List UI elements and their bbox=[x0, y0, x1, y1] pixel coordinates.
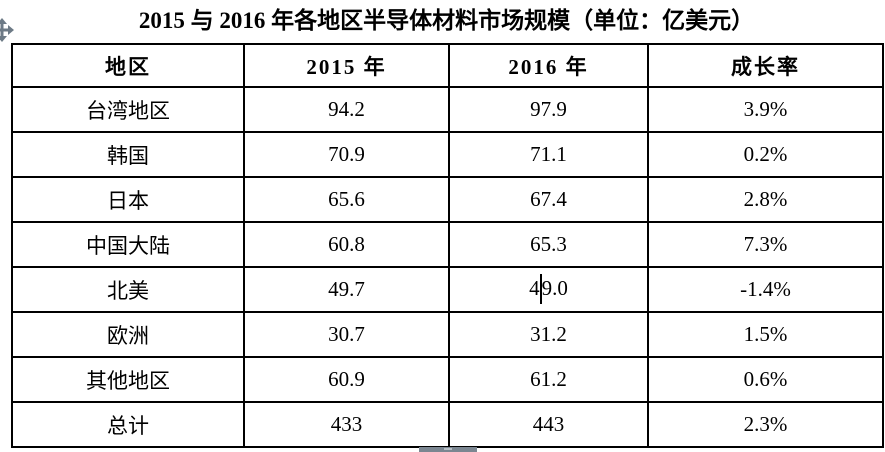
table-title[interactable]: 2015 与 2016 年各地区半导体材料市场规模（单位：亿美元） bbox=[138, 8, 755, 33]
value-cell[interactable]: 0.2% bbox=[647, 131, 884, 178]
value-cell[interactable]: 1.5% bbox=[647, 311, 884, 358]
value-cell[interactable]: 71.1 bbox=[448, 131, 649, 178]
value-text-after-caret: 9.0 bbox=[541, 275, 568, 300]
value-cell[interactable]: 67.4 bbox=[448, 176, 649, 223]
horizontal-scrollbar-thumb[interactable] bbox=[419, 447, 477, 452]
value-cell[interactable]: 3.9% bbox=[647, 86, 884, 133]
table-row: 北美 49.7 49.0 -1.4% bbox=[11, 266, 884, 313]
table-row: 日本 65.6 67.4 2.8% bbox=[11, 176, 884, 223]
region-cell[interactable]: 中国大陆 bbox=[11, 221, 245, 268]
value-cell[interactable]: 2.8% bbox=[647, 176, 884, 223]
value-cell[interactable]: 65.3 bbox=[448, 221, 649, 268]
region-cell[interactable]: 其他地区 bbox=[11, 356, 245, 403]
value-cell[interactable]: -1.4% bbox=[647, 266, 884, 313]
region-cell[interactable]: 韩国 bbox=[11, 131, 245, 178]
value-cell[interactable]: 61.2 bbox=[448, 356, 649, 403]
scrollbar-notch bbox=[444, 448, 452, 450]
value-cell[interactable]: 65.6 bbox=[243, 176, 450, 223]
value-cell[interactable]: 60.8 bbox=[243, 221, 450, 268]
data-table: 地区 2015 年 2016 年成长率 台湾地区 94.2 97.9 3.9% 韩国 70.9… bbox=[11, 43, 884, 448]
region-cell[interactable]: 欧洲 bbox=[11, 311, 245, 358]
header-row: 地区 2015 年 2016 年成长率 bbox=[11, 43, 884, 88]
value-cell[interactable]: 2.3% bbox=[647, 401, 884, 448]
table-body: 台湾地区 94.2 97.9 3.9% 韩国 70.9 71.1 0.2% 日本 65.6 67.4… bbox=[11, 86, 884, 448]
region-cell[interactable]: 台湾地区 bbox=[11, 86, 245, 133]
region-cell[interactable]: 总计 bbox=[11, 401, 245, 448]
value-cell[interactable]: 433 bbox=[243, 401, 450, 448]
value-cell[interactable]: 60.9 bbox=[243, 356, 450, 403]
table-row: 总计 433 443 2.3% bbox=[11, 401, 884, 448]
region-cell[interactable]: 北美 bbox=[11, 266, 245, 313]
column-header[interactable]: 地区 bbox=[11, 43, 245, 88]
table-row: 中国大陆 60.8 65.3 7.3% bbox=[11, 221, 884, 268]
column-header[interactable]: 2016 年 bbox=[448, 43, 649, 88]
value-cell[interactable]: 30.7 bbox=[243, 311, 450, 358]
value-cell[interactable]: 0.6% bbox=[647, 356, 884, 403]
value-cell[interactable]: 31.2 bbox=[448, 311, 649, 358]
region-cell[interactable]: 日本 bbox=[11, 176, 245, 223]
value-cell[interactable]: 7.3% bbox=[647, 221, 884, 268]
table-move-handle-icon[interactable] bbox=[0, 17, 15, 43]
value-cell[interactable]: 49.0 bbox=[448, 266, 649, 313]
value-cell[interactable]: 443 bbox=[448, 401, 649, 448]
column-header[interactable]: 2015 年 bbox=[243, 43, 450, 88]
text-cursor bbox=[539, 273, 542, 304]
value-cell[interactable]: 49.7 bbox=[243, 266, 450, 313]
value-cell[interactable]: 70.9 bbox=[243, 131, 450, 178]
table-row: 韩国 70.9 71.1 0.2% bbox=[11, 131, 884, 178]
value-cell[interactable]: 97.9 bbox=[448, 86, 649, 133]
table-row: 其他地区 60.9 61.2 0.6% bbox=[11, 356, 884, 403]
value-cell[interactable]: 94.2 bbox=[243, 86, 450, 133]
value-text-before-caret: 4 bbox=[529, 275, 540, 300]
table-row: 欧洲 30.7 31.2 1.5% bbox=[11, 311, 884, 358]
column-header[interactable]: 成长率 bbox=[647, 43, 884, 88]
table-row: 台湾地区 94.2 97.9 3.9% bbox=[11, 86, 884, 133]
